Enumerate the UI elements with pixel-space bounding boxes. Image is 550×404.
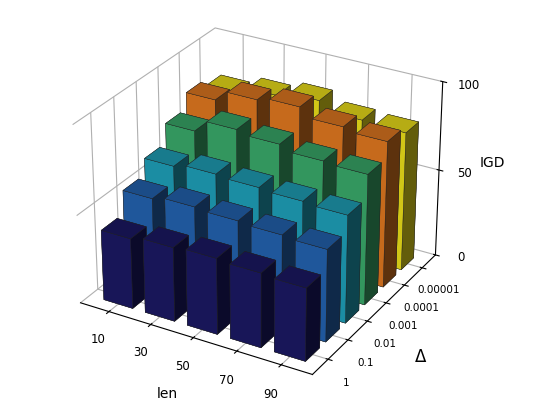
X-axis label: len: len bbox=[156, 387, 178, 401]
Y-axis label: Δ: Δ bbox=[415, 348, 426, 366]
